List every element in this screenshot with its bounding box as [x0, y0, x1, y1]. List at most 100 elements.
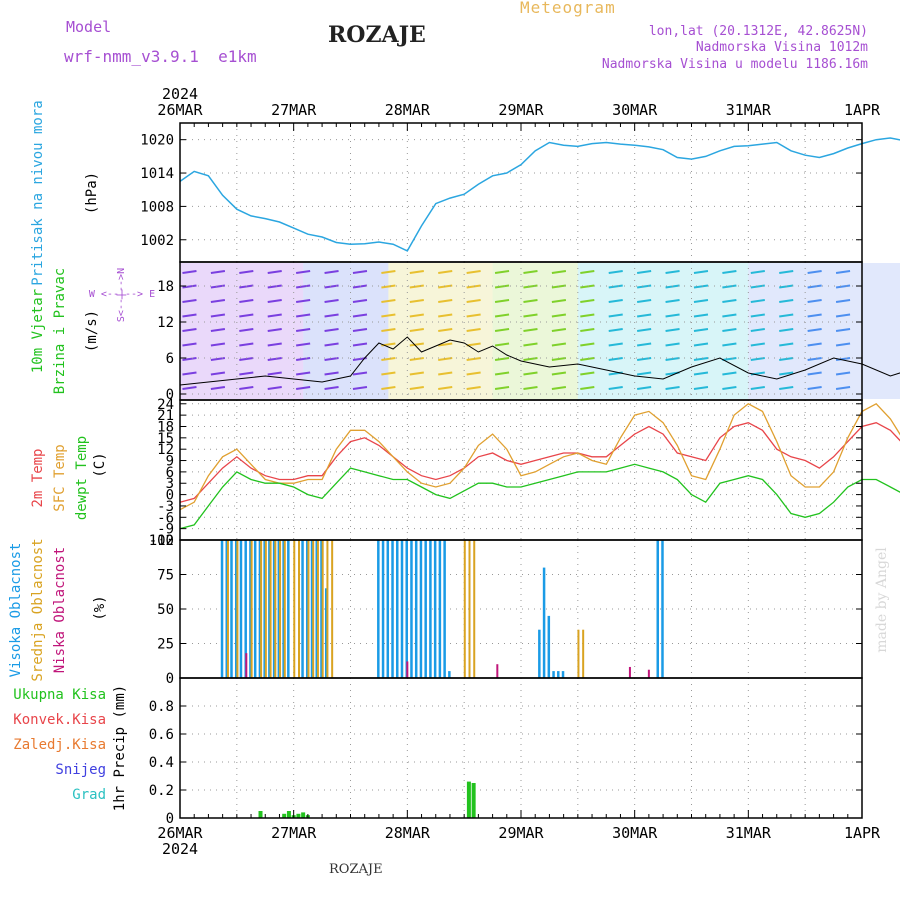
wind-arrow [267, 284, 282, 289]
mid-cloud-bar [307, 540, 310, 678]
wind-arrow [779, 299, 794, 303]
product-title: Meteogram [520, 0, 616, 17]
y-tick-label: -12 [149, 533, 174, 549]
wind-arrow [182, 328, 197, 332]
wind-arrow [267, 270, 282, 274]
x-tick-label-bottom: 31MAR [726, 824, 772, 842]
cloud-unit: (%) [92, 595, 108, 620]
wind-arrow [722, 270, 737, 274]
wind-arrow [551, 313, 567, 318]
wind-arrow [779, 371, 794, 376]
mid-cloud-bar [312, 540, 315, 678]
wind-arrow [636, 299, 652, 303]
wind-arrow [438, 386, 453, 390]
wind-arrow [409, 328, 424, 332]
wind-arrow [239, 371, 254, 376]
wind-arrow [381, 386, 396, 390]
wind-arrow [239, 386, 254, 390]
wind-arrow [381, 371, 396, 376]
wind-arrow [466, 328, 481, 332]
wind-arrow [835, 371, 851, 376]
high-cloud-bar [239, 540, 243, 678]
mid-cloud-bar [269, 540, 272, 678]
wind-arrow [693, 342, 709, 347]
wind-arrow [438, 357, 453, 361]
wind-arrow [693, 357, 709, 361]
wind-arrow [409, 386, 424, 390]
wind-arrow [466, 342, 481, 347]
x-tick-label-top: 29MAR [498, 101, 544, 119]
wind-arrow [182, 299, 197, 303]
wind-arrow [523, 313, 538, 318]
wind-arrow [324, 342, 339, 347]
precip-bar [258, 811, 263, 818]
wind-arrow [608, 299, 623, 303]
wind-arrow [750, 299, 765, 303]
wind-arrow [210, 328, 226, 332]
high-cloud-bar [306, 540, 309, 678]
y-tick-label: -9 [157, 522, 174, 538]
wind-arrow [551, 357, 567, 361]
y-tick-label: 6 [166, 351, 174, 367]
y-tick-label: 0.2 [149, 783, 174, 799]
precip-bar [296, 813, 301, 818]
wind-arrow [608, 270, 623, 274]
wind-unit: (m/s) [84, 310, 100, 352]
wind-arrow [295, 284, 311, 289]
precip-bar [301, 812, 306, 818]
wind-arrow [267, 328, 282, 332]
wind-arrow [608, 284, 623, 289]
wind-arrow [665, 386, 680, 390]
wind-arrow [381, 357, 396, 361]
wind-arrow [324, 270, 339, 274]
mid-cloud-bar [321, 540, 324, 678]
wind-arrow [636, 328, 652, 332]
high-cloud-bar [253, 540, 257, 678]
wind-arrow [352, 270, 368, 274]
wind-arrow [523, 299, 538, 303]
wind-arrow [722, 284, 737, 289]
y-tick-label: 100 [149, 533, 174, 549]
wind-arrow [295, 328, 311, 332]
temp-dewpt-line [179, 463, 900, 530]
high-cloud-bar [272, 540, 276, 678]
wind-arrow [409, 284, 424, 289]
x-tick-label-bottom: 1APR [844, 824, 881, 842]
wind-arrow [750, 342, 765, 347]
wind-arrow [494, 270, 510, 274]
wind-arrow [409, 371, 424, 376]
wind-arrow [835, 342, 851, 347]
mid-cloud-bar [250, 540, 253, 678]
high-cloud-bar [249, 540, 252, 678]
wind-arrow [580, 342, 595, 347]
wind-arrow [295, 270, 311, 274]
low-cloud-bar [628, 666, 631, 678]
high-cloud-bar [438, 540, 442, 678]
wind-arrow [693, 284, 709, 289]
wind-arrow [523, 357, 538, 361]
wind-arrow [551, 386, 567, 390]
wind-arrow [636, 386, 652, 390]
temp-2m-label: 2m Temp [30, 448, 46, 507]
precip-snow-label: Snijeg [55, 762, 106, 778]
high-cloud-bar [230, 540, 233, 678]
wind-arrow [551, 328, 567, 332]
wind-arrow [239, 342, 254, 347]
y-tick-label: 21 [157, 408, 174, 424]
wind-arrow [295, 386, 311, 390]
high-cloud-bar [324, 588, 328, 678]
wind-arrow [295, 342, 311, 347]
wind-arrow [182, 357, 197, 361]
high-cloud-bar [263, 540, 266, 678]
wind-arrow [239, 299, 254, 303]
wind-arrow [494, 386, 510, 390]
wind-arrow [636, 371, 652, 376]
wind-arrow [352, 386, 368, 390]
y-tick-label: 0.6 [149, 727, 174, 743]
wind-dir-label: Brzina i Pravac [52, 268, 68, 394]
temp-dewpt-label: dewpt Temp [74, 436, 90, 520]
wind-arrow [693, 328, 709, 332]
y-tick-label: 12 [157, 442, 174, 458]
wind-arrow [750, 270, 765, 274]
panel-frame [179, 399, 863, 541]
